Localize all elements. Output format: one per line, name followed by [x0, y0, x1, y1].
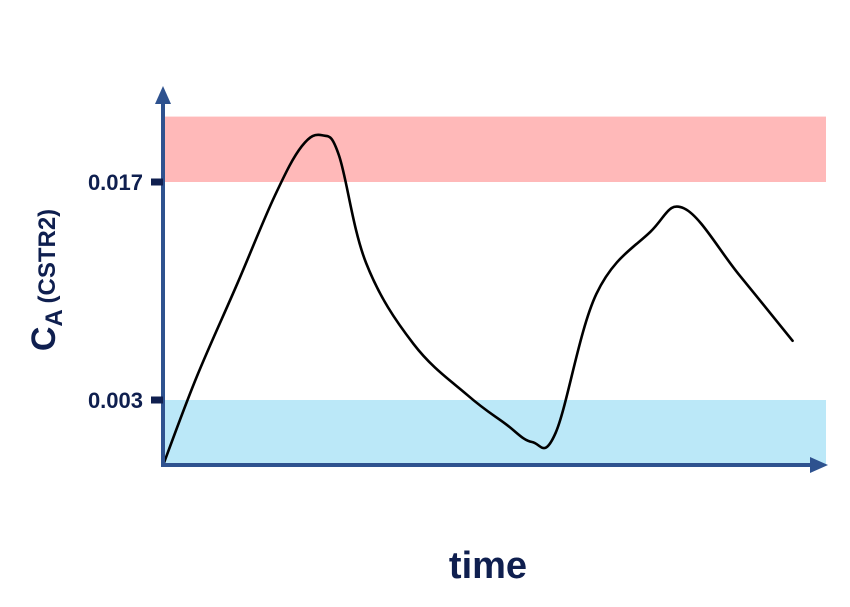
y-ticks: 0.003 0.017 — [88, 170, 163, 413]
x-axis-arrow — [810, 457, 828, 473]
band-lower — [163, 400, 826, 465]
y-axis-arrow — [155, 86, 171, 104]
axes — [155, 86, 828, 473]
y-axis-label-suffix: (CSTR2) — [34, 209, 61, 310]
y-tick-mark-1 — [151, 178, 163, 186]
band-upper — [163, 116, 826, 182]
svg-text:CA (CSTR2): CA (CSTR2) — [25, 209, 68, 351]
threshold-bands — [163, 116, 826, 465]
x-axis-label: time — [449, 545, 527, 587]
y-axis-label-main: C — [25, 327, 63, 352]
y-tick-mark-0 — [151, 396, 163, 404]
series-group — [161, 133, 794, 467]
y-axis-label: CA (CSTR2) — [25, 209, 68, 351]
y-tick-label-1: 0.017 — [88, 170, 143, 195]
y-axis-label-subscript: A — [41, 310, 68, 327]
y-tick-label-0: 0.003 — [88, 388, 143, 413]
series-line-0 — [161, 133, 794, 467]
